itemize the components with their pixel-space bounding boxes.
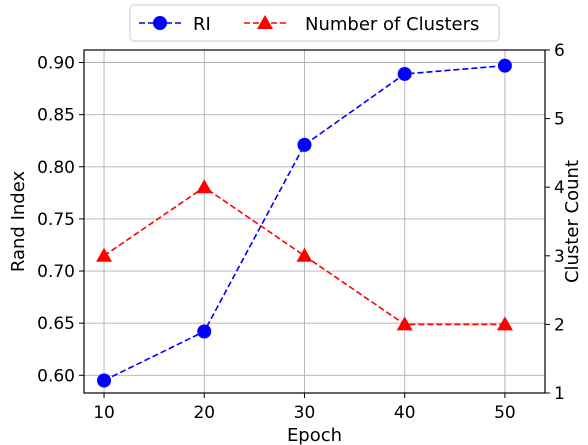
x-tick-label: 50 [494, 403, 516, 423]
series-clusters-point [96, 247, 113, 262]
series-layer [96, 58, 513, 388]
left-y-tick-label: 0.80 [37, 158, 75, 178]
left-y-tick-label: 0.85 [37, 106, 75, 126]
grid [84, 50, 545, 393]
right-y-tick-label: 3 [554, 247, 565, 267]
right-y-tick-label: 2 [554, 315, 565, 335]
right-y-tick-label: 4 [554, 178, 565, 198]
series-ri-point [397, 66, 412, 81]
left-y-tick-label: 0.65 [37, 314, 75, 334]
series-ri-point [497, 58, 512, 73]
x-tick-label: 20 [193, 403, 215, 423]
series-ri-point [97, 373, 112, 388]
left-y-tick-label: 0.75 [37, 210, 75, 230]
right-y-tick-label: 5 [554, 110, 565, 130]
right-y-tick-label: 1 [554, 384, 565, 404]
left-y-tick-label: 0.60 [37, 366, 75, 386]
x-tick-label: 30 [294, 403, 316, 423]
legend: RI Number of Clusters [129, 4, 500, 42]
x-axis-title: Epoch [287, 425, 342, 445]
series-clusters-point [196, 179, 213, 194]
legend-frame [129, 4, 500, 42]
series-ri-point [197, 324, 212, 339]
legend-ri-label: RI [193, 14, 211, 35]
legend-ri-marker [153, 16, 167, 30]
left-y-tick-label: 0.70 [37, 262, 75, 282]
series-clusters-point [296, 247, 313, 262]
right-y-tick-label: 6 [554, 41, 565, 61]
legend-clusters-label: Number of Clusters [305, 14, 479, 35]
x-tick-label: 40 [394, 403, 416, 423]
series-ri-line [103, 64, 505, 382]
left-y-axis-title: Rand Index [8, 171, 29, 273]
right-y-axis-title: Cluster Count [562, 160, 583, 283]
series-clusters-line [103, 186, 505, 326]
plot-frame [83, 49, 546, 394]
series-ri-point [297, 137, 312, 152]
x-tick-label: 10 [93, 403, 115, 423]
legend-clusters-marker [257, 15, 273, 29]
series-clusters-point [396, 316, 413, 331]
series-clusters-point [496, 316, 513, 331]
left-y-tick-label: 0.90 [37, 54, 75, 74]
axes: 10 20 30 40 50 0.60 0.65 0.70 0.75 0.80 0.85 0.90 1 2… [8, 41, 583, 445]
